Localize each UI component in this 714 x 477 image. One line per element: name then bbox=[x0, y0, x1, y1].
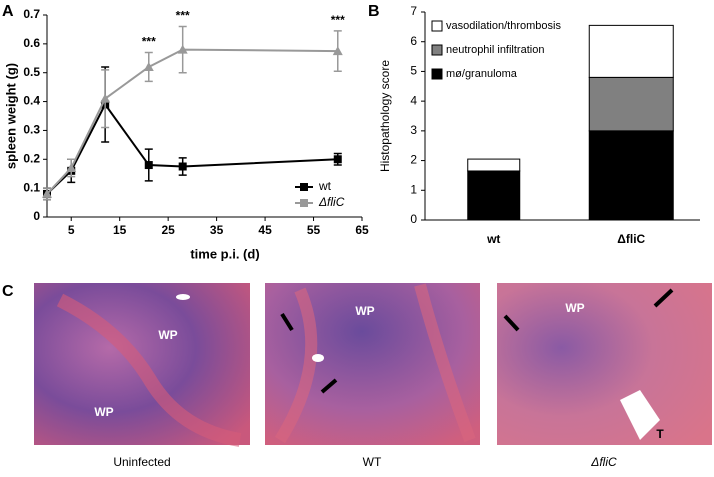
caption: ΔfliC bbox=[590, 455, 617, 469]
y-tick-label: 0.7 bbox=[23, 7, 40, 21]
y-axis-title: spleen weight (g) bbox=[3, 63, 18, 169]
x-tick-label: 25 bbox=[161, 223, 175, 237]
vessel bbox=[176, 294, 190, 300]
region-label: WP bbox=[94, 405, 113, 419]
tissue bbox=[274, 283, 476, 444]
significance: *** bbox=[142, 35, 156, 49]
legend-swatch bbox=[431, 44, 443, 56]
x-axis-title: time p.i. (d) bbox=[190, 246, 259, 261]
region-label: WP bbox=[158, 328, 177, 342]
x-tick-label: 65 bbox=[355, 223, 369, 237]
legend-label: neutrophil infiltration bbox=[446, 44, 544, 56]
bar-segment bbox=[467, 158, 521, 172]
legend-marker bbox=[300, 199, 308, 207]
x-tick-label: wt bbox=[486, 232, 500, 246]
y-tick-label: 0.6 bbox=[23, 36, 40, 50]
marker bbox=[177, 44, 188, 54]
x-tick-label: 15 bbox=[113, 223, 127, 237]
legend-marker bbox=[300, 183, 308, 191]
x-tick-label: 35 bbox=[210, 223, 224, 237]
marker bbox=[144, 161, 153, 170]
panel-label: B bbox=[368, 3, 380, 20]
region-label: WP bbox=[355, 304, 374, 318]
bar-segment bbox=[588, 24, 674, 78]
y-tick-label: 0.1 bbox=[23, 180, 40, 194]
x-tick-label: 55 bbox=[307, 223, 321, 237]
marker bbox=[100, 93, 111, 103]
legend-label: mø/granuloma bbox=[446, 68, 518, 80]
y-tick-label: 0 bbox=[410, 212, 417, 226]
panel-label: C bbox=[2, 283, 14, 300]
legend-swatch bbox=[431, 68, 443, 80]
y-tick-label: 1 bbox=[410, 182, 417, 196]
series-line bbox=[46, 48, 338, 195]
marker bbox=[178, 162, 187, 171]
x-tick-label: ΔfliC bbox=[617, 232, 645, 246]
arrows bbox=[280, 288, 674, 394]
y-tick-label: 7 bbox=[410, 4, 417, 18]
region-label: T bbox=[656, 427, 664, 441]
legend-label: vasodilation/thrombosis bbox=[446, 20, 561, 32]
marker bbox=[42, 188, 52, 198]
panel-label: A bbox=[2, 3, 14, 20]
y-tick-label: 2 bbox=[410, 153, 417, 167]
series-line bbox=[46, 102, 338, 195]
y-tick-label: 0.2 bbox=[23, 151, 40, 165]
y-axis-title: Histopathology score bbox=[378, 60, 392, 172]
region-label: WP bbox=[565, 301, 584, 315]
tissue bbox=[56, 293, 242, 447]
legend-swatch bbox=[431, 20, 443, 32]
y-tick-label: 3 bbox=[410, 123, 417, 137]
y-tick-label: 0.4 bbox=[23, 94, 40, 108]
y-tick-label: 5 bbox=[410, 64, 417, 78]
y-tick-label: 0 bbox=[33, 209, 40, 223]
bar-segment bbox=[467, 170, 521, 221]
y-tick-label: 0.3 bbox=[23, 123, 40, 137]
histology-image bbox=[497, 283, 712, 445]
legend-label: ΔfliC bbox=[318, 195, 345, 209]
caption: Uninfected bbox=[113, 455, 170, 469]
marker bbox=[333, 155, 342, 164]
bar-segment bbox=[588, 130, 674, 221]
caption: WT bbox=[363, 455, 382, 469]
legend-label: wt bbox=[318, 179, 332, 193]
vessel bbox=[312, 354, 324, 362]
significance: *** bbox=[331, 13, 345, 27]
significance: *** bbox=[176, 9, 190, 23]
x-tick-label: 45 bbox=[258, 223, 272, 237]
marker bbox=[332, 46, 343, 56]
marker bbox=[143, 61, 154, 71]
x-tick-label: 5 bbox=[68, 223, 75, 237]
vessel bbox=[620, 390, 660, 440]
y-tick-label: 0.5 bbox=[23, 65, 40, 79]
marker bbox=[66, 162, 77, 172]
y-tick-label: 6 bbox=[410, 34, 417, 48]
y-tick-label: 4 bbox=[410, 93, 417, 107]
bar-segment bbox=[588, 76, 674, 132]
